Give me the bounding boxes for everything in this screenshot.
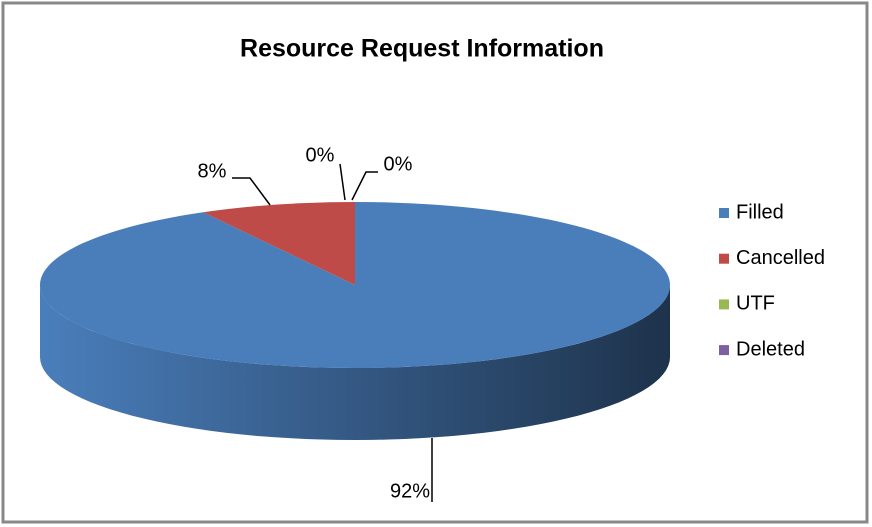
leader-line: [351, 171, 378, 201]
legend-swatch: [719, 208, 729, 218]
legend-label: Filled: [736, 201, 784, 223]
legend-label: Deleted: [736, 338, 805, 360]
legend-swatch: [719, 253, 729, 264]
legend-label: Cancelled: [736, 247, 825, 269]
leader-line: [339, 163, 346, 201]
slice: [39, 202, 670, 369]
legend-label: UTF: [736, 293, 775, 315]
legend-swatch: [719, 299, 729, 310]
legend-swatch: [719, 345, 729, 356]
data-label: 92%: [390, 480, 430, 502]
chart-title: Resource Request Information: [240, 35, 604, 63]
slice: [203, 202, 355, 285]
slice-side-shade: [40, 285, 670, 440]
data-label: 0%: [384, 153, 413, 175]
data-label: 0%: [306, 144, 335, 166]
leader-line: [232, 177, 271, 206]
data-label: 8%: [198, 160, 227, 182]
